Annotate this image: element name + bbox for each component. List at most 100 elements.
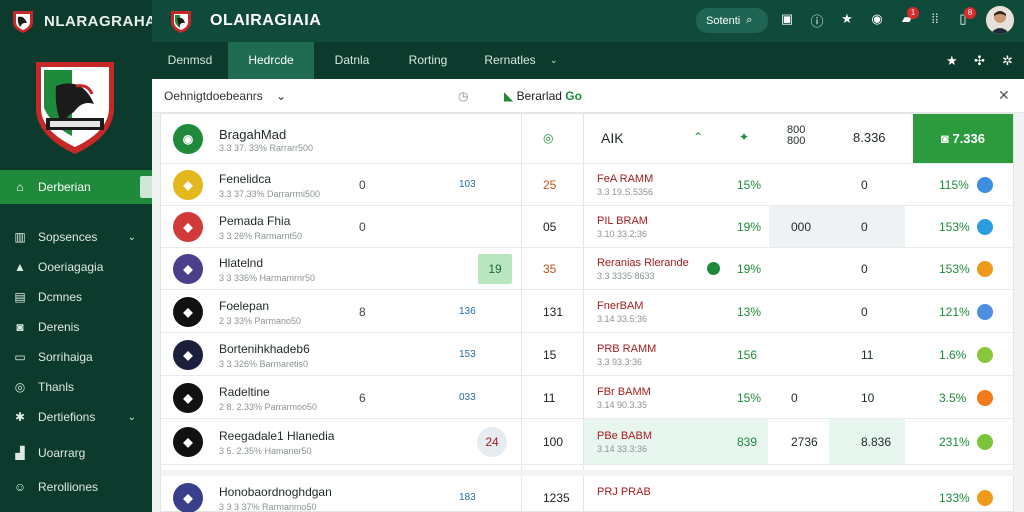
team-sub: 3.3 37. 33% Rarrarr500 (219, 143, 314, 153)
table-row[interactable]: ◆ Foelepan 2 3 33% Parmano50 8 136 131 FnerBAM… (161, 290, 1015, 333)
status-dot-icon[interactable] (977, 219, 993, 235)
avatar-image (986, 6, 1014, 34)
stat-2-chip[interactable]: 19 (478, 254, 512, 284)
team-sub: 3.3 37.33% Darrarrmi500 (219, 189, 321, 199)
stat-2: 183 (459, 492, 476, 503)
stat-2: 033 (459, 392, 476, 403)
value-2: 0 (861, 178, 868, 192)
grid-icon[interactable]: ⁞⁞ (931, 11, 939, 26)
stat-3: 05 (543, 220, 557, 234)
code-sub: 3.14 90.3.35 (597, 400, 648, 410)
code: Reranias Rlerande (597, 257, 689, 269)
table-row[interactable]: ◆ Radeltine 2 8. 2.33% Parrarmoo50 6 033 11 FB… (161, 376, 1015, 419)
value-2: 11 (861, 348, 874, 362)
stat-3: 131 (543, 305, 564, 319)
value-1: 000 (791, 220, 812, 234)
table-row[interactable]: ◆ Pemada Fhia 3 3 26% Rarmarnt50 0 05 PIL BRA… (161, 206, 1015, 248)
info-icon[interactable]: ⓘ (810, 14, 824, 29)
live-status: ◣ Berarlad Go (504, 89, 582, 103)
sidebar-item-4[interactable]: ◙ Derenis (0, 312, 152, 342)
filter-select[interactable]: Oehnigtdoebeanrs ⌄ (164, 89, 286, 103)
notification-badge: 1 (907, 7, 919, 19)
club-crest-icon (13, 11, 33, 33)
chart-icon: ▟ (15, 446, 25, 460)
table-row[interactable]: ◆ Honobaordnoghdgan 3 3 3 37% Rarmanmo50 18… (161, 470, 1015, 512)
value-2: 0 (861, 220, 868, 234)
percentage: 15% (737, 178, 762, 192)
code: PIL BRAM (597, 215, 648, 227)
table-row[interactable]: ◆ Bortenihkhadeb6 3 3 326% Barmaretis0 153 1… (161, 333, 1015, 376)
code: FBr BAMM (597, 386, 651, 398)
sidebar-item-8[interactable]: ▟ Uoarrarg (0, 438, 152, 468)
sidebar-item-9[interactable]: ☺ Rerolliones (0, 472, 152, 502)
sidebar-item-3[interactable]: ▤ Dcmnes (0, 282, 152, 312)
value-2: 0 (861, 305, 868, 319)
tab-1[interactable]: Hedrcde (228, 42, 314, 79)
star-icon[interactable]: ★ (841, 11, 853, 26)
sidebar-item-label: Sopsences (38, 230, 98, 244)
value-band (829, 419, 905, 464)
rank-label: AIK (601, 130, 624, 146)
sidebar-item-0[interactable]: ⌂ Derberian (0, 170, 152, 204)
sidebar-item-6[interactable]: ◎ Thanls (0, 372, 152, 402)
stat-3: 25 (543, 178, 557, 192)
live-value: Go (565, 89, 582, 103)
rate: 115% (939, 178, 969, 192)
alert-icon[interactable]: ▯ (959, 11, 967, 26)
tools-icon[interactable]: ✣ (974, 53, 985, 68)
club-logo-large (36, 62, 114, 154)
gear-icon[interactable]: ✲ (1002, 53, 1013, 68)
stat-2-chip[interactable]: 24 (477, 427, 507, 457)
status-dot-icon[interactable] (977, 434, 993, 450)
sidebar-item-7[interactable]: ✱ Dertiefions ⌄ (0, 402, 152, 432)
status-dot-icon[interactable] (977, 304, 993, 320)
team-sub: 2 3 33% Parmano50 (219, 316, 302, 326)
tab-2[interactable]: Datnla (334, 53, 370, 67)
percentage: 15% (737, 391, 762, 405)
sidebar-item-5[interactable]: ▭ Sorrihaiga (0, 342, 152, 372)
tab-4[interactable]: Rernatles (484, 53, 536, 67)
star-icon[interactable]: ★ (946, 53, 958, 68)
notification-icon[interactable]: ▰ (902, 11, 912, 26)
status-dot-icon[interactable] (977, 261, 993, 277)
team-sub: 3 3 336% Harmamrnr50 (219, 273, 316, 283)
status-dot-icon[interactable] (977, 490, 993, 506)
close-icon[interactable]: ✕ (998, 87, 1010, 103)
search-box[interactable]: Sotenti ⌕ (696, 8, 768, 33)
status-dot-icon[interactable] (977, 347, 993, 363)
sidebar-item-label: Thanls (38, 380, 75, 394)
stat-2: 153 (459, 349, 476, 360)
highlight-cell[interactable]: ◙ 7.336 (913, 114, 1013, 163)
status-dot-icon[interactable] (977, 390, 993, 406)
table-row[interactable]: ◆ Hlatelnd 3 3 336% Harmamrnr50 19 35 Rerania… (161, 248, 1015, 290)
table-row[interactable]: ◆ Fenelidca 3.3 37.33% Darrarrmi500 0 103 25 F… (161, 164, 1015, 206)
compass-icon[interactable]: ◉ (871, 11, 883, 26)
sidebar-item-label: Sorrihaiga (38, 350, 93, 364)
team-sub: 2 8. 2.33% Parrarmoo50 (219, 402, 318, 412)
team-name: Pemada Fhia (219, 214, 291, 228)
help-icon[interactable]: ◷ (458, 89, 469, 103)
value-2: 10 (861, 391, 875, 405)
table-row[interactable]: ◆ Reegadale1 Hlanedia 3 5. 2.35% Hamaner50… (161, 419, 1015, 465)
table-icon[interactable]: ▣ (780, 11, 794, 26)
tab-0[interactable]: Denmsd (167, 53, 213, 67)
status-dot-icon[interactable] (977, 177, 993, 193)
avatar[interactable] (986, 6, 1014, 34)
tab-3[interactable]: Rorting (408, 53, 448, 67)
sidebar-item-2[interactable]: ▲ Ooeriagagia (0, 252, 152, 282)
sidebar-brand[interactable]: NLARAGRAHA (10, 6, 157, 36)
value-1: 2736 (791, 435, 818, 449)
plus-icon: ✦ (739, 130, 750, 144)
team-badge-icon: ◆ (173, 170, 203, 200)
building-icon: ▥ (14, 230, 26, 244)
code-sub: 3.10 33.2:36 (597, 229, 648, 239)
club-crest-icon[interactable] (168, 8, 194, 34)
percentage: 19% (737, 220, 762, 234)
sidebar-nav: ⌂ Derberian ▥ Sopsences ⌄ ▲ Ooeriagagia … (0, 170, 152, 502)
top-bar: OLAIRAGIAIA Sotenti ⌕ ▣ ⓘ ★ ◉ ▰ 1 ⁞⁞ ▯ 8 (152, 0, 1024, 42)
sidebar-item-1[interactable]: ▥ Sopsences ⌄ (0, 222, 152, 252)
team-badge-icon: ◆ (173, 383, 203, 413)
column-divider (583, 114, 584, 511)
chevron-down-icon: ⌄ (550, 55, 558, 65)
table-header-row[interactable]: ◉ BragahMad 3.3 37. 33% Rarrarr500 ◎ AIK… (161, 114, 1015, 164)
